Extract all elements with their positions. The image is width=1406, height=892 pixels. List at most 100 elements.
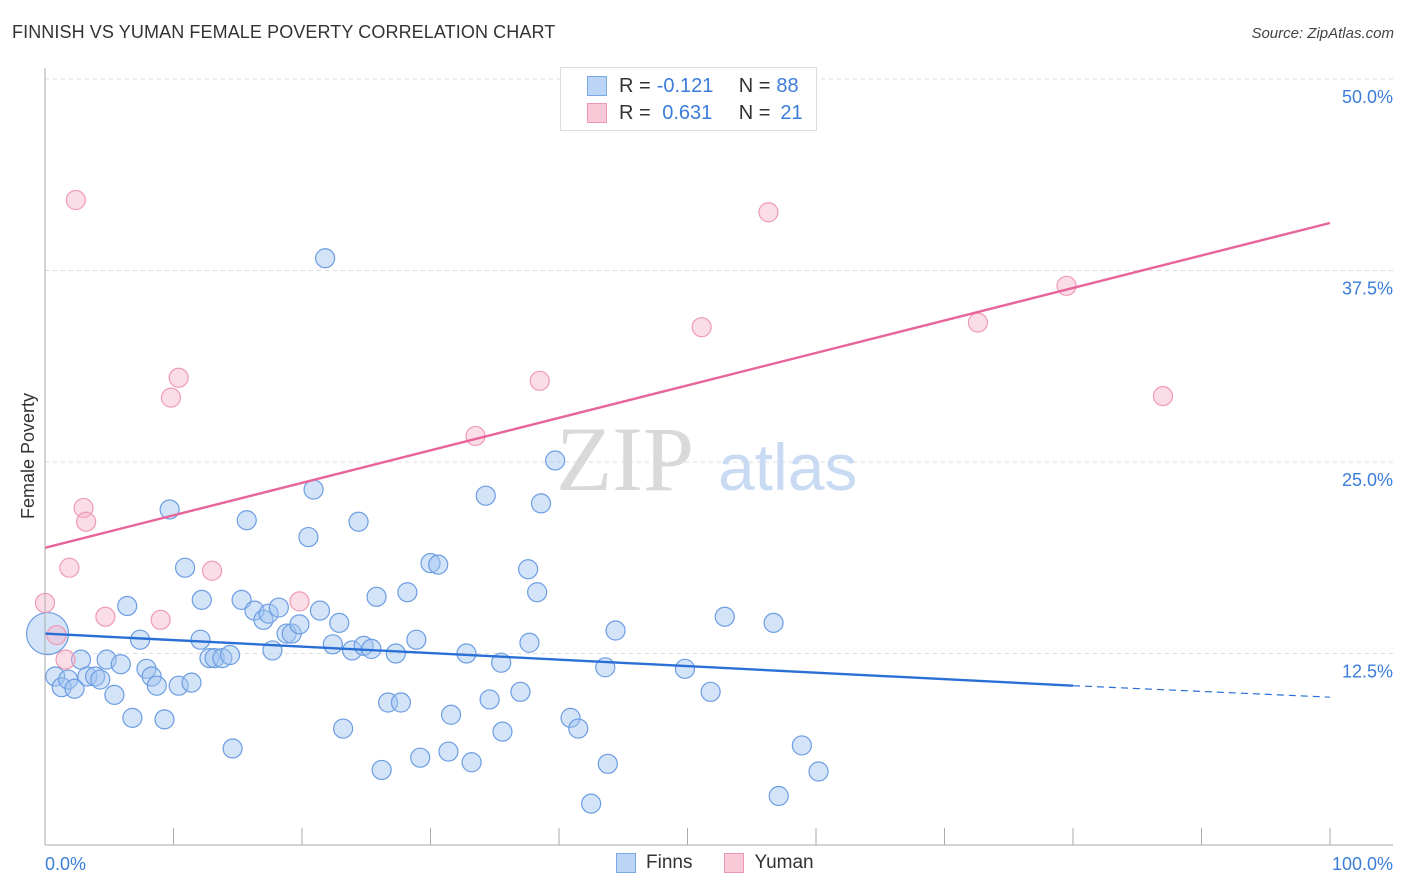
finns-point xyxy=(440,704,462,725)
finns-trend-line xyxy=(44,632,1074,687)
finns-point xyxy=(560,707,581,728)
finns-point xyxy=(714,606,735,627)
finns-point xyxy=(64,678,85,699)
finns-point xyxy=(289,614,310,635)
chart-title: FINNISH VS YUMAN FEMALE POVERTY CORRELAT… xyxy=(12,22,556,42)
yuman-point xyxy=(289,591,310,612)
finns-point xyxy=(77,666,98,687)
finns-point xyxy=(191,589,212,610)
correlation-legend: R = -0.121 N = 88 R = 0.631 N = 21 xyxy=(560,67,817,131)
finns-point xyxy=(315,248,336,269)
finns-point xyxy=(110,654,131,675)
finns-point xyxy=(791,735,812,756)
finns-point xyxy=(204,647,225,669)
finns-point xyxy=(397,582,418,603)
series-legend: Finns Yuman xyxy=(616,852,814,874)
yuman-point xyxy=(168,367,189,388)
yuman-point xyxy=(95,606,116,627)
finns-point xyxy=(268,597,289,618)
r-value: 0.631 xyxy=(656,101,713,124)
r-label: R = xyxy=(619,101,651,124)
finns-point xyxy=(117,595,138,617)
finns-point xyxy=(428,554,449,575)
finns-point xyxy=(438,741,459,762)
finns-point xyxy=(141,666,162,687)
y-tick-label: 12.5% xyxy=(1342,662,1393,682)
yuman-trend-line xyxy=(44,221,1331,549)
yuman-swatch xyxy=(587,103,607,123)
finns-point xyxy=(700,681,721,702)
finns-point xyxy=(390,692,412,713)
finns-swatch xyxy=(587,76,607,96)
watermark-atlas: atlas xyxy=(718,430,857,504)
finns-trend-line xyxy=(1072,685,1331,698)
finns-point xyxy=(808,761,829,782)
finns-point xyxy=(90,669,111,690)
yuman-point xyxy=(160,387,182,408)
finns-point xyxy=(190,629,211,650)
finns-point xyxy=(154,709,175,730)
n-value: 88 xyxy=(776,74,799,97)
finns-point xyxy=(45,666,66,687)
finns-point xyxy=(461,752,482,773)
finns-swatch xyxy=(616,853,636,873)
finns-point xyxy=(174,557,196,578)
finns-point xyxy=(322,634,343,655)
finns-point xyxy=(492,721,513,742)
y-tick-label: 25.0% xyxy=(1342,470,1393,490)
finns-point xyxy=(479,689,500,710)
finns-point xyxy=(385,643,406,664)
finns-point xyxy=(475,485,496,506)
finns-point xyxy=(763,612,784,633)
finns-point xyxy=(309,600,331,621)
finns-point xyxy=(371,759,392,781)
yuman-point xyxy=(465,425,486,447)
finns-point xyxy=(406,629,427,650)
finns-point xyxy=(410,747,431,768)
finns-point xyxy=(519,632,540,653)
yuman-point xyxy=(55,649,76,670)
yuman-point xyxy=(529,370,550,391)
finns-point xyxy=(236,510,257,531)
finns-point xyxy=(146,675,167,696)
yuman-point xyxy=(76,511,97,532)
finns-point xyxy=(674,658,696,679)
finns-point xyxy=(510,681,531,702)
finns-point xyxy=(168,675,189,696)
y-tick-label: 50.0% xyxy=(1342,87,1393,107)
yuman-point xyxy=(201,560,223,581)
y-axis-label: Female Poverty xyxy=(18,393,38,519)
yuman-point xyxy=(967,312,989,333)
finns-point xyxy=(568,718,589,739)
yuman-point xyxy=(691,317,712,338)
source-label: Source: ZipAtlas.com xyxy=(1251,25,1394,42)
yuman-point xyxy=(150,609,171,630)
n-label: N = xyxy=(738,101,771,124)
finns-point xyxy=(122,707,143,728)
r-value: -0.121 xyxy=(656,74,714,97)
finns-point xyxy=(366,586,387,607)
finns-point xyxy=(518,559,539,580)
finns-point xyxy=(527,582,548,603)
legend-row-yuman: R = 0.631 N = 21 xyxy=(587,100,803,126)
finns-point xyxy=(581,793,602,814)
yuman-swatch xyxy=(724,853,745,873)
finns-point xyxy=(104,684,125,705)
finns-point xyxy=(530,493,552,514)
x-tick-label-min: 0.0% xyxy=(45,854,86,874)
n-value: 21 xyxy=(780,101,803,124)
finns-point xyxy=(222,738,243,759)
finns-point xyxy=(329,612,350,633)
legend-row-finns: R = -0.121 N = 88 xyxy=(587,73,799,99)
finns-point xyxy=(333,718,354,739)
watermark-zip: ZIP xyxy=(556,408,694,510)
x-tick-label-max: 100.0% xyxy=(1332,854,1393,874)
finns-point xyxy=(420,553,441,574)
finns-point xyxy=(181,672,202,693)
yuman-point xyxy=(59,557,80,578)
legend-finns-label: Finns xyxy=(646,852,693,873)
y-tick-label: 37.5% xyxy=(1342,279,1393,299)
finns-point xyxy=(605,620,626,641)
yuman-point xyxy=(1152,386,1174,407)
